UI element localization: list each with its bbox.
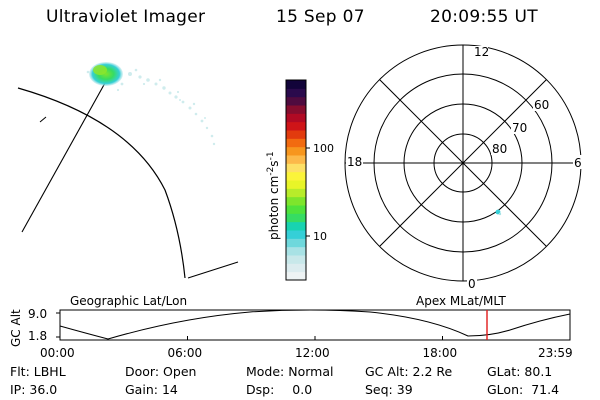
- colorbar-swatch: [286, 205, 306, 214]
- status-gc-alt: GC Alt: 2.2 Re: [365, 364, 453, 379]
- limb-tick: [39, 116, 47, 123]
- colorbar-swatch: [286, 213, 306, 223]
- colorbar-swatch: [286, 105, 306, 114]
- orbit-axis-label: GC Alt: [9, 309, 23, 347]
- colorbar-swatch: [286, 171, 306, 181]
- colorbar-swatch: [286, 271, 306, 281]
- colorbar-swatch: [286, 121, 306, 131]
- terminator-line: [21, 73, 111, 233]
- orbit-x-ticks: 00:00 06:00 12:00 18:00 23:59: [40, 336, 573, 360]
- mlt-label-6: 6: [574, 156, 582, 170]
- mlat-label-80: 80: [492, 142, 507, 156]
- colorbar-swatch: [286, 196, 306, 206]
- status-mode: Mode: Normal: [246, 364, 334, 379]
- mlt-label-0: 0: [468, 277, 476, 291]
- colorbar-swatch: [286, 188, 306, 198]
- colorbar-swatch: [286, 163, 306, 173]
- colorbar-swatch: [286, 230, 306, 239]
- orbit-y-low: 1.8: [28, 329, 47, 343]
- time-label: 20:09:55 UT: [430, 7, 538, 27]
- colorbar-swatch: [286, 146, 306, 156]
- status-ip: IP: 36.0: [10, 382, 58, 397]
- orbit-left-title: Geographic Lat/Lon: [70, 294, 187, 308]
- colorbar-swatch: [286, 88, 306, 98]
- limb-lower-segment: [187, 261, 239, 279]
- status-flt: Flt: LBHL: [10, 364, 66, 379]
- mlat-label-70: 70: [512, 121, 527, 135]
- status-glat: GLat: 80.1: [487, 364, 553, 379]
- colorbar-tick-10: 10: [313, 230, 327, 243]
- orbit-x-tick-label: 00:00: [40, 346, 75, 360]
- mlt-label-12: 12: [474, 45, 489, 59]
- status-door: Door: Open: [125, 364, 197, 379]
- colorbar-swatch: [286, 96, 306, 106]
- orbit-x-tick-label: 12:00: [295, 346, 330, 360]
- colorbar-swatch: [286, 180, 306, 189]
- colorbar-swatch: [286, 130, 306, 139]
- polar-line-diag2: [379, 79, 547, 247]
- status-glon: GLon: 71.4: [487, 382, 560, 397]
- colorbar-swatch: [286, 138, 306, 148]
- colorbar-tick-100: 100: [313, 142, 334, 155]
- aurora-trail: [86, 68, 216, 146]
- date-label: 15 Sep 07: [276, 7, 365, 27]
- earth-limb-arc: [17, 87, 186, 279]
- mlat-label-60: 60: [534, 98, 549, 112]
- status-dsp: Dsp: 0.0: [246, 382, 313, 397]
- orbit-x-tick-label: 06:00: [168, 346, 203, 360]
- orbit-y-high: 9.0: [28, 307, 47, 321]
- altitude-curve: [59, 309, 571, 340]
- orbit-x-tick-label: 18:00: [423, 346, 458, 360]
- orbit-x-tick-label: 23:59: [538, 346, 573, 360]
- colorbar-swatch: [286, 246, 306, 256]
- colorbar-label: photon cm-2s-1: [266, 151, 281, 240]
- colorbar-swatch: [286, 113, 306, 123]
- orbit-right-title: Apex MLat/MLT: [416, 294, 506, 308]
- status-gain: Gain: 14: [125, 382, 178, 397]
- status-seq: Seq: 39: [365, 382, 413, 397]
- colorbar-swatch: [286, 263, 306, 273]
- colorbar-swatch: [286, 255, 306, 264]
- colorbar-swatch: [286, 155, 306, 164]
- mlt-label-18: 18: [347, 155, 362, 169]
- colorbar-swatch: [286, 221, 306, 231]
- instrument-title: Ultraviolet Imager: [46, 7, 206, 27]
- colorbar-swatch: [286, 238, 306, 248]
- colorbar-swatch: [286, 80, 306, 89]
- colorbar-swatches: [286, 80, 306, 281]
